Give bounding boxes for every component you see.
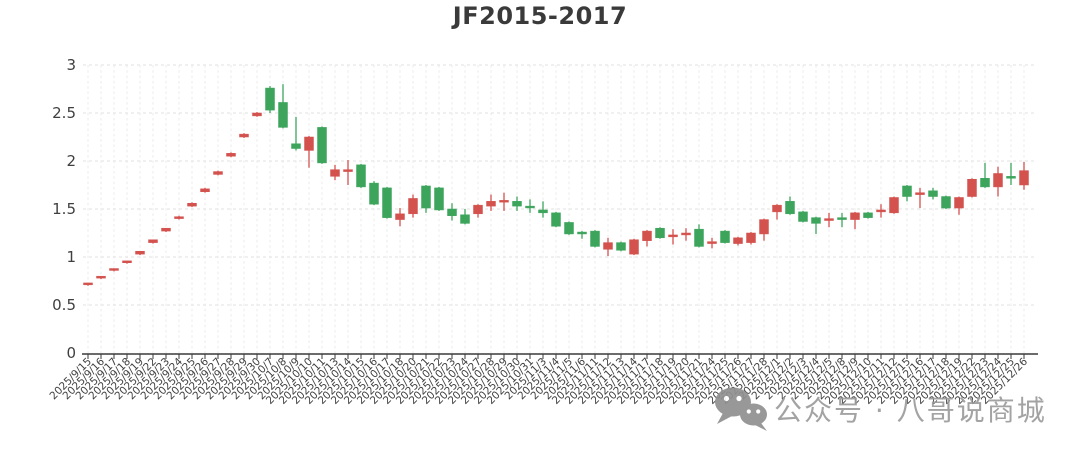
candle-body — [681, 232, 691, 236]
wechat-icon — [715, 387, 767, 431]
y-tick-label: 1.5 — [52, 200, 76, 218]
candle-body — [486, 201, 496, 207]
candle-body — [265, 87, 275, 111]
candle-body — [148, 239, 158, 243]
candle-body — [889, 197, 899, 214]
candle-body — [304, 136, 314, 151]
candle-body — [369, 182, 379, 205]
candle-body — [902, 185, 912, 197]
candle-body — [434, 187, 444, 211]
candle-body — [330, 169, 340, 177]
candle-body — [291, 143, 301, 149]
candle-body — [746, 232, 756, 243]
candle-body — [993, 173, 1003, 188]
candle-body — [161, 227, 171, 232]
candle-body — [96, 275, 106, 279]
y-tick-label: 2.5 — [52, 104, 76, 122]
candle-body — [499, 200, 509, 203]
candle-body — [343, 169, 353, 172]
horizontal-gridlines — [83, 64, 1036, 306]
candle-body — [83, 282, 93, 286]
candle-body — [707, 241, 717, 244]
candle-body — [551, 212, 561, 227]
candles — [83, 84, 1029, 286]
candle-body — [798, 211, 808, 222]
candle-body — [915, 192, 925, 195]
candle-body — [863, 212, 873, 218]
candle-body — [213, 171, 223, 175]
chart-title: JF2015-2017 — [452, 2, 628, 30]
candle-body — [525, 205, 535, 209]
candle-body — [668, 234, 678, 238]
candle-body — [356, 164, 366, 188]
candle-body — [811, 217, 821, 224]
y-tick-label: 0 — [66, 344, 76, 362]
y-tick-label: 1 — [66, 248, 76, 266]
candle-body — [1006, 176, 1016, 179]
candle-body — [577, 231, 587, 235]
candle-body — [603, 242, 613, 250]
candle-body — [928, 190, 938, 197]
candle-body — [642, 230, 652, 241]
candle-body — [421, 185, 431, 209]
x-axis — [82, 353, 1038, 359]
candle-body — [239, 133, 249, 138]
y-tick-label: 0.5 — [52, 296, 76, 314]
candle-body — [252, 112, 262, 117]
candle-body — [109, 268, 119, 271]
candle-body — [720, 230, 730, 243]
candle-body — [447, 208, 457, 216]
y-tick-label: 3 — [66, 56, 76, 74]
candle-body — [200, 188, 210, 192]
watermark-text: 公众号 · 八哥说商城 — [774, 394, 1047, 427]
candle-body — [733, 237, 743, 244]
candle-body — [616, 242, 626, 251]
candle-body — [850, 212, 860, 220]
candle-body — [538, 209, 548, 214]
candle-body — [954, 197, 964, 209]
candle-body — [382, 187, 392, 218]
candle-body — [1019, 170, 1029, 186]
candle-body — [278, 102, 288, 128]
candle-body — [772, 204, 782, 213]
candle-body — [122, 260, 132, 264]
candle-body — [135, 250, 145, 255]
candle-body — [317, 127, 327, 164]
candle-body — [941, 196, 951, 209]
candle-body — [174, 216, 184, 219]
watermark: 公众号 · 八哥说商城 — [715, 387, 1047, 431]
candle-body — [876, 209, 886, 213]
candle-body — [837, 217, 847, 220]
candle-body — [759, 219, 769, 235]
candle-body — [590, 230, 600, 247]
candle-body — [824, 218, 834, 221]
candle-body — [460, 214, 470, 224]
candle-body — [980, 178, 990, 188]
candle-body — [226, 153, 236, 157]
candle-body — [512, 201, 522, 207]
candle-body — [473, 204, 483, 215]
candle-body — [408, 198, 418, 215]
candle-body — [694, 228, 704, 247]
y-tick-label: 2 — [66, 152, 76, 170]
candle-body — [187, 202, 197, 207]
x-axis-labels: 2025/9/152025/9/162025/9/172025/9/182025… — [48, 355, 1031, 407]
candle-body — [564, 222, 574, 235]
candle-body — [395, 213, 405, 220]
candle-body — [629, 239, 639, 255]
candle-body — [967, 178, 977, 197]
y-axis-labels: 0 0.5 1 1.5 2 2.5 3 — [52, 56, 76, 362]
candle-body — [785, 201, 795, 215]
candle-body — [655, 227, 665, 239]
